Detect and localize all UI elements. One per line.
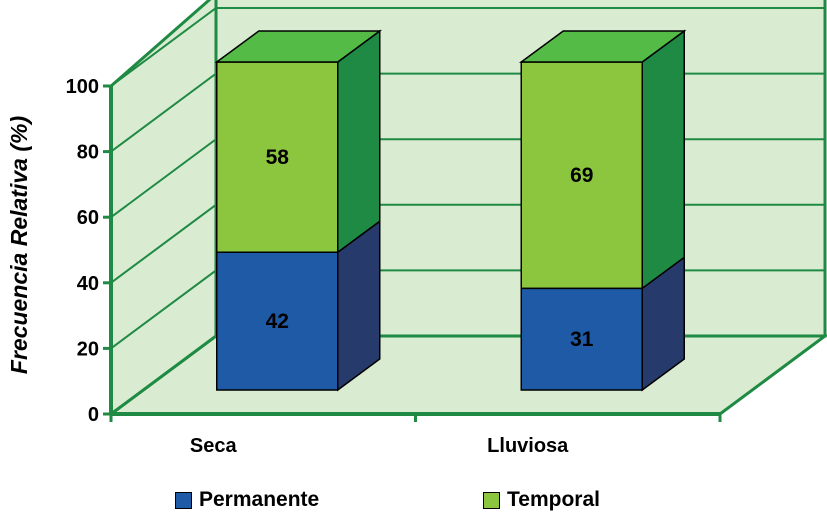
y-tick-label-80: 80 xyxy=(77,142,99,164)
bar-top-seca-temporal xyxy=(214,30,383,63)
labels: 0 20 40 60 80 100 42 58 Seca 31 69 Lluviosa xyxy=(66,76,594,457)
data-label-seca-permanente: 42 xyxy=(266,310,289,333)
bar-side-lluviosa-temporal xyxy=(641,29,685,290)
legend-label-permanente: Permanente xyxy=(199,488,320,511)
x-category-label-lluviosa: Lluviosa xyxy=(487,435,569,457)
legend-label-temporal: Temporal xyxy=(507,488,600,511)
bars xyxy=(214,29,687,392)
y-tick-label-40: 40 xyxy=(77,273,99,295)
axes xyxy=(103,84,722,422)
legend-swatch-permanente xyxy=(175,491,192,509)
bar-side-seca-temporal xyxy=(337,29,381,254)
bar-front-seca-temporal xyxy=(216,61,339,253)
data-label-lluviosa-permanente: 31 xyxy=(570,328,594,351)
bar-front-lluviosa-temporal xyxy=(520,61,643,290)
bar-top-lluviosa-temporal xyxy=(518,30,687,63)
y-tick-label-20: 20 xyxy=(77,338,99,360)
y-tick-label-100: 100 xyxy=(66,76,99,98)
legend-item-temporal: Temporal xyxy=(483,487,600,513)
data-label-lluviosa-temporal: 69 xyxy=(570,164,593,187)
legend-item-permanente: Permanente xyxy=(175,487,319,513)
x-category-label-seca: Seca xyxy=(190,435,238,457)
y-tick-label-60: 60 xyxy=(77,207,99,229)
gridline-100 xyxy=(110,7,825,87)
data-label-seca-temporal: 58 xyxy=(266,146,290,169)
y-tick-label-0: 0 xyxy=(88,404,99,426)
legend-swatch-temporal xyxy=(483,491,500,509)
bar-front-lluviosa-permanente xyxy=(520,287,643,391)
y-axis-title: Frecuencia Relativa (%) xyxy=(6,116,32,374)
